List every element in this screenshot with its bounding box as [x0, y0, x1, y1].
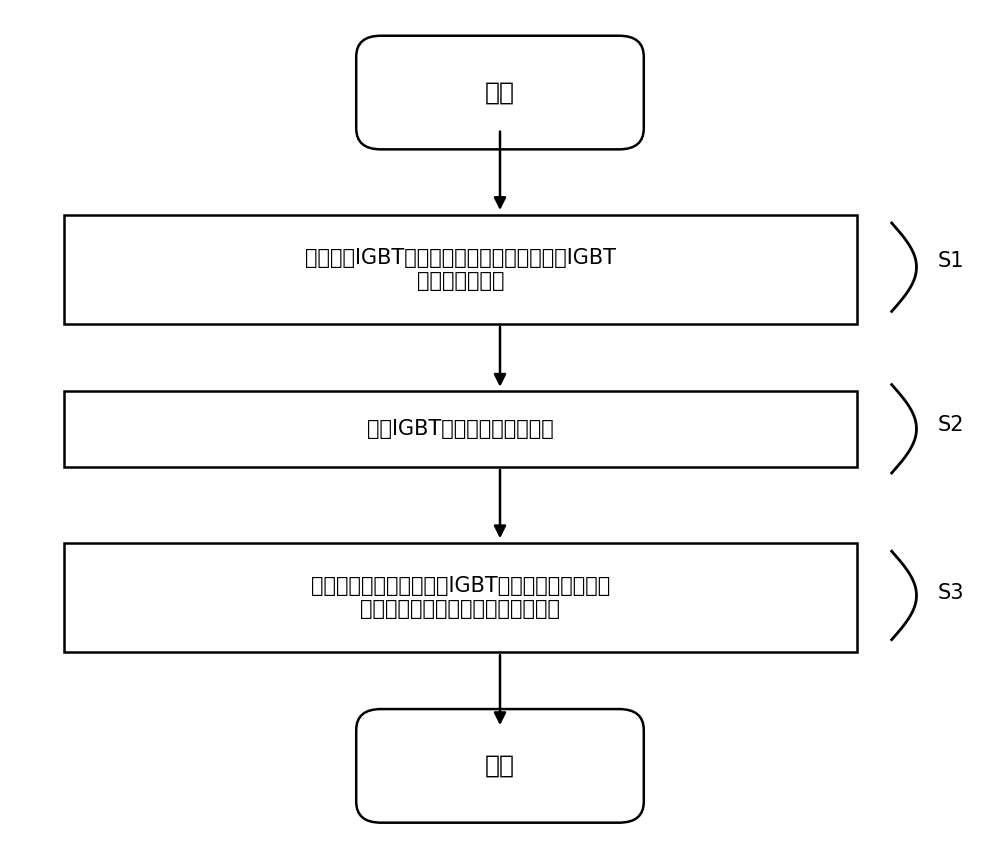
Text: 实时采集IGBT器件下方散热器的温度参数和IGBT
器件的电流参数: 实时采集IGBT器件下方散热器的温度参数和IGBT 器件的电流参数: [305, 247, 616, 291]
Text: 开始: 开始: [485, 81, 515, 105]
FancyBboxPatch shape: [356, 709, 644, 823]
Text: S1: S1: [938, 251, 964, 271]
Text: 牵引变流器控制装置根据IGBT器件运行实时结温，
进行列车运行控制和冷却系统的优化: 牵引变流器控制装置根据IGBT器件运行实时结温， 进行列车运行控制和冷却系统的优…: [311, 576, 610, 619]
FancyBboxPatch shape: [64, 391, 857, 468]
Text: 结束: 结束: [485, 754, 515, 778]
Text: S2: S2: [938, 415, 964, 435]
FancyBboxPatch shape: [64, 543, 857, 652]
Text: S3: S3: [938, 583, 964, 604]
Text: 计算IGBT器件的实时运行结温: 计算IGBT器件的实时运行结温: [367, 419, 554, 439]
FancyBboxPatch shape: [356, 36, 644, 150]
FancyBboxPatch shape: [64, 214, 857, 324]
